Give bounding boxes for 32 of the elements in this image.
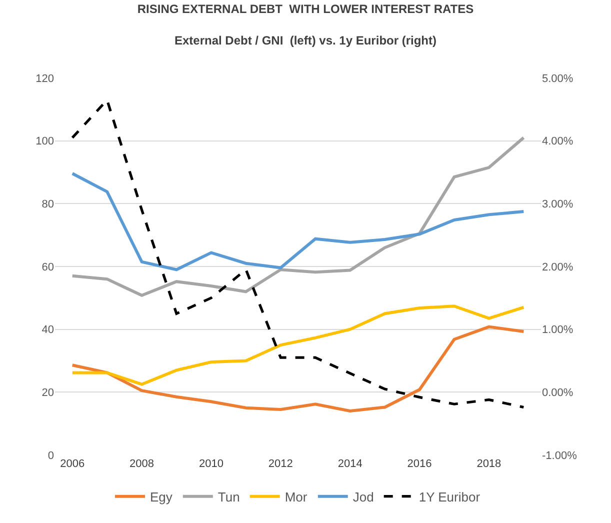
- x-tick-label: 2016: [407, 458, 432, 470]
- y-tick-label: 0: [48, 450, 54, 462]
- x-tick-label: 2012: [268, 458, 293, 470]
- x-tick-label: 2018: [476, 458, 502, 470]
- chart-title: RISING EXTERNAL DEBT WITH LOWER INTEREST RATES: [137, 2, 474, 16]
- x-tick-label: 2010: [198, 458, 224, 470]
- y2-tick-label: 5.00%: [542, 72, 574, 85]
- line-series: [70, 304, 526, 386]
- y-tick-label: 100: [36, 136, 54, 148]
- y-tick-label: 60: [42, 261, 54, 274]
- legend-label: 1Y Euribor: [418, 489, 481, 504]
- line-series: [70, 136, 526, 297]
- y2-tick-label: 0.00%: [542, 387, 574, 400]
- y2-tick-label: 4.00%: [542, 136, 574, 148]
- y-tick-label: 120: [36, 72, 54, 85]
- y2-tick-label: -1.00%: [542, 450, 578, 462]
- chart-subtitle: External Debt / GNI (left) vs. 1y Euribor (right): [174, 33, 437, 48]
- legend-label: Egy: [150, 489, 173, 504]
- x-tick-label: 2006: [60, 458, 85, 470]
- legend-label: Jod: [352, 489, 374, 504]
- y-tick-label: 40: [42, 324, 54, 336]
- y-tick-label: 80: [42, 198, 54, 211]
- x-tick-label: 2008: [130, 458, 154, 470]
- y2-tick-label: 3.00%: [542, 198, 574, 211]
- line-series: [70, 325, 526, 413]
- x-tick-label: 2014: [338, 458, 362, 470]
- legend-label: Mor: [284, 489, 308, 504]
- y-tick-label: 20: [42, 387, 54, 400]
- y2-tick-label: 1.00%: [542, 324, 574, 336]
- legend-label: Tun: [218, 489, 240, 504]
- line-series: [70, 172, 526, 272]
- y2-tick-label: 2.00%: [542, 261, 574, 274]
